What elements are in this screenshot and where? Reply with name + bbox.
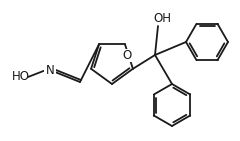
Text: HO: HO	[12, 70, 30, 83]
Text: N: N	[46, 63, 54, 77]
Text: OH: OH	[153, 12, 171, 25]
Text: O: O	[122, 49, 132, 62]
